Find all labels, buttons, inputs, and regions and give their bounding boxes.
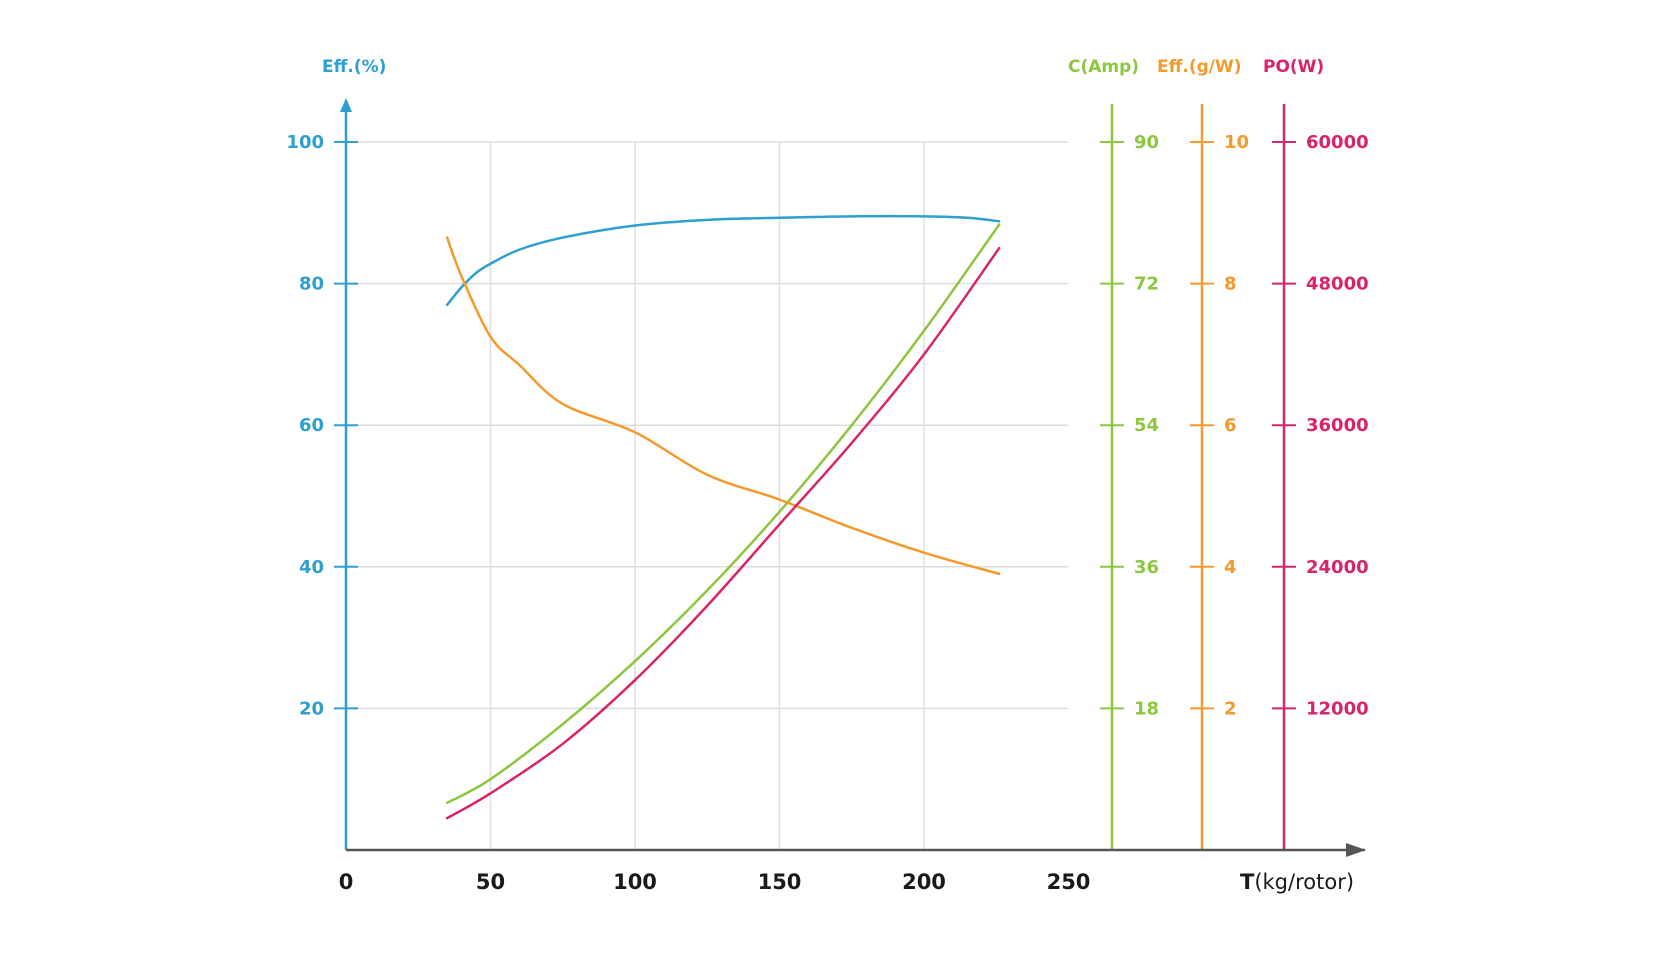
po-tick-label: 12000 [1306, 698, 1369, 719]
series-line-gw [445, 236, 1001, 576]
x-axis-title-unit: (kg/rotor) [1254, 870, 1354, 894]
po-axis-title: PO(W) [1263, 57, 1324, 77]
series-line-po [445, 246, 1001, 820]
x-tick-label: 0 [339, 870, 354, 894]
gw-axis-title: Eff.(g/W) [1157, 57, 1242, 77]
eff-pct-tick-label: 80 [299, 274, 324, 295]
po-tick-label: 60000 [1306, 132, 1369, 153]
gw-tick-label: 10 [1224, 132, 1249, 153]
eff-pct-tick-label: 40 [299, 557, 324, 578]
series-line-eff_pct [445, 214, 1001, 307]
amp-tick-label: 18 [1134, 698, 1159, 719]
gw-tick-label: 6 [1224, 415, 1237, 436]
amp-tick-label: 36 [1134, 557, 1159, 578]
series-lines [445, 214, 1001, 820]
po-tick-label: 24000 [1306, 557, 1369, 578]
series-line-amp [445, 223, 1001, 805]
po-tick-label: 48000 [1306, 274, 1369, 295]
gw-tick-label: 8 [1224, 274, 1237, 295]
amp-tick-label: 72 [1134, 274, 1159, 295]
grid [346, 141, 1069, 850]
eff-pct-tick-label: 60 [299, 415, 324, 436]
main-axes: 20 40 60 80 100 [286, 98, 1366, 857]
eff-pct-tick-label: 20 [299, 698, 324, 719]
gw-tick-label: 2 [1224, 698, 1237, 719]
eff-pct-axis-title: Eff.(%) [322, 57, 386, 77]
x-axis-title: T(kg/rotor) [1240, 870, 1354, 894]
gw-tick-label: 4 [1224, 557, 1237, 578]
x-tick-label: 150 [758, 870, 802, 894]
amp-axis-title: C(Amp) [1068, 57, 1139, 77]
x-tick-label: 200 [902, 870, 946, 894]
right-axes: 18 36 54 72 90 2 4 6 8 10 12000 24000 36000 48000 6000… [1100, 104, 1369, 850]
x-tick-label: 250 [1047, 870, 1091, 894]
eff-pct-tick-label: 100 [286, 132, 324, 153]
po-tick-label: 36000 [1306, 415, 1369, 436]
x-tick-label: 50 [476, 870, 505, 894]
x-axis-title-bold: T [1240, 870, 1255, 894]
x-tick-label: 100 [613, 870, 657, 894]
axis-labels: C(Amp) Eff.(g/W) PO(W) Eff.(%) 0 50 100 150 200 2… [322, 57, 1354, 894]
amp-tick-label: 54 [1134, 415, 1159, 436]
amp-tick-label: 90 [1134, 132, 1159, 153]
